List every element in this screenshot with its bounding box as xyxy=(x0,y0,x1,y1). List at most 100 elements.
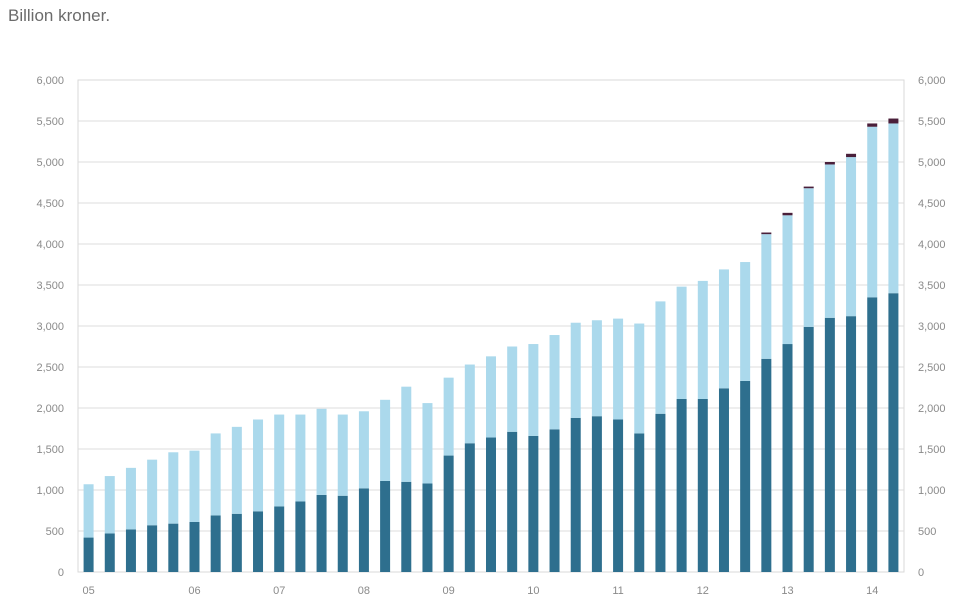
bar-segment-series-2 xyxy=(274,414,285,507)
y-tick-label-left: 4,000 xyxy=(36,239,64,251)
x-tick-label: 11 xyxy=(612,585,623,597)
bar-segment-series-2 xyxy=(634,323,645,434)
bar-segment-series-2 xyxy=(591,320,602,417)
bar-segment-series-1 xyxy=(316,494,327,572)
x-tick-label: 05 xyxy=(82,585,94,597)
bar-segment-series-2 xyxy=(464,364,475,444)
y-tick-label-right: 4,000 xyxy=(918,239,946,251)
bar-segment-series-2 xyxy=(189,450,200,522)
chart-unit-label: Billion kroner. xyxy=(8,6,111,25)
bar-segment-series-3 xyxy=(824,162,835,165)
y-tick-label-right: 2,500 xyxy=(918,362,946,374)
bar-segment-series-1 xyxy=(422,483,433,572)
y-tick-label-right: 0 xyxy=(918,567,924,579)
y-tick-label-right: 3,000 xyxy=(918,321,946,333)
bar-segment-series-1 xyxy=(867,297,878,572)
bar-segment-series-2 xyxy=(443,377,454,456)
bars xyxy=(83,118,899,572)
bar-segment-series-2 xyxy=(846,157,857,317)
bar-segment-series-1 xyxy=(464,443,475,572)
x-tick-label: 09 xyxy=(443,585,455,597)
bar-segment-series-2 xyxy=(740,262,751,381)
y-tick-label-left: 4,500 xyxy=(36,198,64,210)
bar-segment-series-1 xyxy=(782,344,793,572)
bar-segment-series-2 xyxy=(867,126,878,298)
bar-segment-series-2 xyxy=(104,476,115,534)
bar-segment-series-2 xyxy=(718,269,729,389)
bar-segment-series-1 xyxy=(358,488,369,572)
y-tick-label-right: 500 xyxy=(918,526,936,538)
bar-segment-series-2 xyxy=(380,399,391,481)
bar-segment-series-1 xyxy=(740,380,751,572)
bar-segment-series-2 xyxy=(697,280,708,399)
bar-segment-series-2 xyxy=(210,433,221,516)
bar-segment-series-1 xyxy=(761,358,772,572)
bar-segment-series-2 xyxy=(528,344,539,436)
bar-segment-series-1 xyxy=(231,513,242,572)
y-tick-label-left: 3,500 xyxy=(36,280,64,292)
bar-segment-series-2 xyxy=(83,484,94,538)
bar-segment-series-2 xyxy=(253,419,264,512)
x-tick-label: 06 xyxy=(188,585,200,597)
bar-segment-series-1 xyxy=(253,511,264,572)
bar-segment-series-1 xyxy=(189,521,200,572)
bar-segment-series-3 xyxy=(782,212,793,216)
bar-segment-series-2 xyxy=(549,335,560,430)
bar-segment-series-1 xyxy=(888,293,899,572)
y-axis-left: 0 500 1,000 1,500 2,000 2,500 3,000 3,500 4,000 4… xyxy=(36,75,64,579)
bar-segment-series-2 xyxy=(888,123,899,294)
bar-segment-series-1 xyxy=(718,388,729,572)
x-tick-label: 07 xyxy=(273,585,285,597)
y-tick-label-left: 6,000 xyxy=(36,75,64,87)
bar-segment-series-1 xyxy=(295,501,306,572)
bar-segment-series-1 xyxy=(697,398,708,572)
bar-segment-series-1 xyxy=(168,523,179,572)
bar-segment-series-1 xyxy=(210,515,221,572)
bar-segment-series-1 xyxy=(655,413,666,572)
y-tick-label-left: 500 xyxy=(46,526,64,538)
bar-segment-series-1 xyxy=(549,429,560,572)
y-tick-label-left: 1,500 xyxy=(36,444,64,456)
bar-segment-series-3 xyxy=(846,153,857,158)
bar-segment-series-2 xyxy=(655,301,666,414)
y-tick-label-right: 1,000 xyxy=(918,485,946,497)
bar-segment-series-1 xyxy=(443,455,454,572)
bar-segment-series-1 xyxy=(824,317,835,572)
bar-segment-series-1 xyxy=(846,316,857,572)
bar-segment-series-2 xyxy=(295,414,306,502)
x-tick-label: 13 xyxy=(781,585,793,597)
bar-segment-series-2 xyxy=(168,452,179,524)
bar-segment-series-2 xyxy=(824,164,835,318)
bar-segment-series-3 xyxy=(761,232,772,235)
bar-segment-series-1 xyxy=(83,537,94,572)
y-tick-label-right: 5,000 xyxy=(918,157,946,169)
y-tick-label-left: 3,000 xyxy=(36,321,64,333)
y-tick-label-left: 2,000 xyxy=(36,403,64,415)
bar-segment-series-1 xyxy=(634,433,645,572)
bar-segment-series-2 xyxy=(316,408,327,495)
y-axis-right: 0 500 1,000 1,500 2,000 2,500 3,000 3,500 4,000 4… xyxy=(918,75,946,579)
bar-segment-series-2 xyxy=(507,346,518,432)
bar-segment-series-2 xyxy=(782,215,793,345)
bar-segment-series-1 xyxy=(125,529,136,572)
y-tick-label-right: 5,500 xyxy=(918,116,946,128)
x-axis: 05 06 07 08 09 10 11 12 13 14 xyxy=(82,585,878,597)
bar-segment-series-2 xyxy=(676,286,687,399)
bar-segment-series-2 xyxy=(613,318,624,420)
y-tick-label-right: 6,000 xyxy=(918,75,946,87)
bar-segment-series-1 xyxy=(803,326,814,572)
bar-segment-series-2 xyxy=(570,322,581,418)
y-tick-label-left: 5,500 xyxy=(36,116,64,128)
bar-segment-series-1 xyxy=(337,495,348,572)
bar-segment-series-2 xyxy=(761,234,772,359)
bar-segment-series-2 xyxy=(486,356,496,438)
y-tick-label-right: 1,500 xyxy=(918,444,946,456)
y-tick-label-left: 2,500 xyxy=(36,362,64,374)
y-tick-label-left: 0 xyxy=(58,567,64,579)
y-tick-label-left: 5,000 xyxy=(36,157,64,169)
bar-segment-series-1 xyxy=(104,533,115,572)
y-tick-label-right: 3,500 xyxy=(918,280,946,292)
y-tick-label-left: 1,000 xyxy=(36,485,64,497)
bar-segment-series-2 xyxy=(125,467,136,530)
